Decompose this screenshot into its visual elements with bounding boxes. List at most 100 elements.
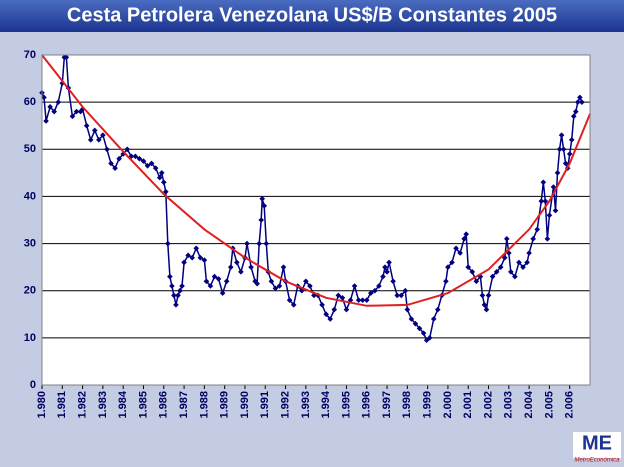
marker [546, 212, 553, 219]
marker [335, 292, 342, 299]
plot: 0 10 20 30 40 50 60 70 1.980 1.981 1.982 1.983 1.984… [24, 49, 591, 419]
marker [343, 306, 350, 313]
marker [156, 174, 163, 181]
marker [380, 273, 386, 280]
marker [526, 250, 532, 256]
marker [83, 122, 90, 129]
marker [223, 278, 230, 285]
marker [327, 316, 334, 322]
marker [384, 269, 390, 275]
marker [423, 337, 430, 344]
marker [55, 99, 62, 105]
x-tick-label: 1.997 [381, 391, 393, 419]
marker [538, 198, 545, 204]
marker [158, 170, 165, 176]
marker [469, 269, 476, 275]
marker [443, 278, 449, 285]
x-tick-label: 1.992 [279, 391, 291, 419]
marker [465, 264, 472, 270]
y-tick-label: 40 [24, 190, 36, 202]
marker [516, 259, 522, 266]
y-tick-label: 30 [24, 237, 36, 249]
marker [201, 257, 208, 263]
marker [570, 113, 577, 120]
marker [280, 264, 287, 270]
marker [41, 94, 47, 101]
marker [577, 94, 583, 101]
marker [575, 99, 581, 105]
marker [572, 108, 579, 115]
x-tick-label: 2.000 [442, 391, 454, 419]
x-tick-label: 2.005 [543, 391, 555, 419]
marker [185, 252, 191, 259]
marker [554, 170, 561, 176]
marker [552, 207, 559, 214]
marker [263, 240, 270, 247]
marker [160, 179, 167, 186]
x-tick-label: 1.991 [259, 391, 271, 419]
marker [219, 290, 226, 296]
marker [479, 292, 486, 299]
marker [359, 297, 366, 303]
marker [382, 264, 388, 270]
marker [372, 287, 378, 294]
marker [558, 132, 565, 138]
marker [560, 146, 567, 153]
marker [463, 231, 469, 237]
x-tick-label: 1.996 [361, 391, 373, 419]
marker [238, 269, 244, 275]
x-tick-label: 1.995 [340, 391, 352, 419]
marker [252, 278, 258, 285]
marker [501, 254, 508, 261]
marker [398, 292, 405, 299]
marker [290, 302, 297, 308]
plot-border [41, 54, 591, 386]
marker [489, 273, 496, 280]
marker [562, 160, 569, 167]
x-tick-label: 1.983 [97, 391, 109, 419]
logo-box [573, 432, 621, 458]
marker [493, 269, 500, 275]
x-tick-label: 1.999 [422, 391, 434, 419]
marker [261, 203, 268, 209]
marker [69, 113, 76, 120]
marker [449, 259, 455, 266]
marker [339, 294, 346, 301]
chart-title: Cesta Petrolera Venezolana US$/B Constan… [67, 4, 557, 26]
marker [483, 306, 490, 313]
marker [534, 226, 541, 233]
marker [256, 240, 262, 247]
marker [420, 330, 427, 336]
marker [43, 118, 49, 124]
marker [132, 153, 139, 160]
marker [402, 287, 409, 294]
marker [175, 292, 181, 299]
marker [355, 297, 362, 303]
marker [416, 325, 423, 332]
marker [477, 273, 484, 280]
marker [368, 290, 374, 296]
x-tick-label: 1.998 [401, 391, 413, 419]
marker [426, 335, 433, 341]
y-tick-label: 0 [30, 379, 36, 391]
marker [430, 316, 437, 322]
marker [307, 283, 313, 289]
x-tick-label: 1.984 [117, 390, 129, 418]
marker [189, 254, 195, 261]
marker [520, 264, 526, 270]
logo-name: MetroEconómica [574, 458, 620, 464]
marker [165, 240, 171, 247]
marker [550, 184, 557, 190]
marker [104, 146, 110, 153]
marker [485, 292, 492, 299]
marker [112, 165, 118, 171]
marker [386, 259, 392, 266]
x-tick-label: 1.987 [178, 391, 190, 419]
marker [169, 283, 175, 289]
marker [171, 292, 177, 299]
logo-letters: ME [582, 432, 612, 454]
x-tick-label: 1.993 [300, 391, 312, 419]
x-tick-label: 2.002 [482, 391, 494, 419]
marker [323, 311, 329, 318]
